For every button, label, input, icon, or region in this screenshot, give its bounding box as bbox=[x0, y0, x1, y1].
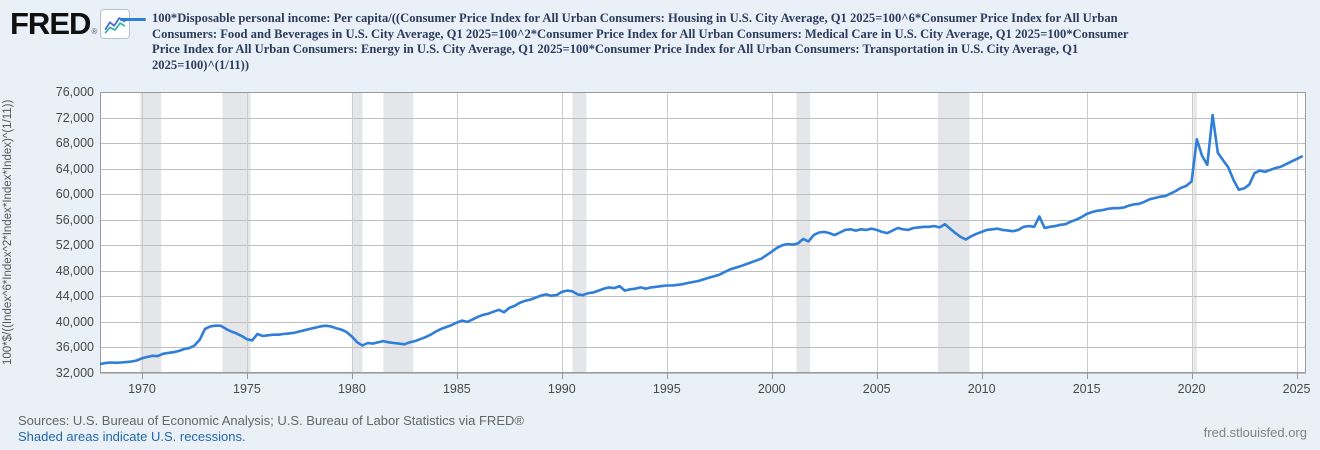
y-axis-tick-label: 72,000 bbox=[55, 110, 94, 125]
y-axis-tick-label: 52,000 bbox=[55, 238, 94, 253]
x-axis-tick-label: 1980 bbox=[337, 382, 366, 396]
y-axis-tick-label: 48,000 bbox=[55, 263, 94, 278]
recession-band bbox=[572, 92, 587, 373]
registered-mark: ® bbox=[91, 27, 98, 36]
y-axis-tick-label: 32,000 bbox=[55, 366, 94, 380]
sources-text: Sources: U.S. Bureau of Economic Analysi… bbox=[18, 413, 524, 428]
fred-logo[interactable]: FRED ® bbox=[10, 6, 131, 41]
x-axis-tick-label: 2020 bbox=[1177, 382, 1206, 396]
x-axis-tick-label: 1990 bbox=[547, 382, 576, 396]
y-axis-tick-label: 40,000 bbox=[55, 314, 94, 329]
legend-line-4: 2025=100)^(1/11)) bbox=[152, 57, 250, 72]
recession-band bbox=[796, 92, 811, 373]
x-axis-tick-label: 2025 bbox=[1282, 382, 1311, 396]
x-axis-tick-label: 1975 bbox=[233, 382, 261, 396]
fred-site-link[interactable]: fred.stlouisfed.org bbox=[1203, 425, 1307, 440]
y-axis-tick-label: 44,000 bbox=[55, 289, 94, 304]
x-axis-tick-label: 2005 bbox=[862, 382, 891, 396]
y-axis-tick-label: 76,000 bbox=[55, 85, 94, 99]
x-axis-tick-label: 2015 bbox=[1072, 382, 1101, 396]
legend-line-3: Price Index for All Urban Consumers: Ene… bbox=[152, 42, 1079, 57]
recession-band bbox=[1193, 92, 1197, 373]
series-legend-swatch[interactable] bbox=[120, 18, 146, 21]
x-axis-tick-label: 1985 bbox=[442, 382, 471, 396]
x-axis-tick-label: 1995 bbox=[652, 382, 681, 396]
chart-plot-area[interactable] bbox=[100, 92, 1306, 380]
legend-line-2: Consumers: Food and Beverages in U.S. Ci… bbox=[152, 26, 1129, 41]
recession-band bbox=[140, 92, 162, 373]
plot-background bbox=[100, 92, 1306, 373]
legend-line-1: 100*Disposable personal income: Per capi… bbox=[152, 11, 1118, 25]
y-axis-tick-label: 68,000 bbox=[55, 136, 94, 151]
recession-band bbox=[383, 92, 414, 373]
x-axis-tick-label: 2000 bbox=[757, 382, 786, 396]
fred-logo-text: FRED bbox=[10, 6, 91, 41]
x-axis-tick-label: 2010 bbox=[967, 382, 996, 396]
y-axis-title: 100*$/((Index^6*Index^2*Index*Index*Inde… bbox=[2, 99, 14, 366]
y-axis-tick-label: 36,000 bbox=[55, 340, 94, 355]
y-axis-tick-label: 64,000 bbox=[55, 161, 94, 176]
y-axis-tick-label: 60,000 bbox=[55, 187, 94, 202]
series-line bbox=[100, 113, 1304, 366]
recession-note-link[interactable]: Shaded areas indicate U.S. recessions. bbox=[18, 429, 246, 444]
y-axis-tick-label: 56,000 bbox=[55, 212, 94, 227]
line-chart-icon bbox=[100, 9, 131, 39]
x-axis-tick-label: 1970 bbox=[128, 382, 156, 396]
recession-band bbox=[351, 92, 363, 373]
recession-band bbox=[222, 92, 251, 373]
series-legend-label[interactable]: 100*Disposable personal income: Per capi… bbox=[152, 11, 1260, 73]
plot-border bbox=[100, 92, 1306, 373]
